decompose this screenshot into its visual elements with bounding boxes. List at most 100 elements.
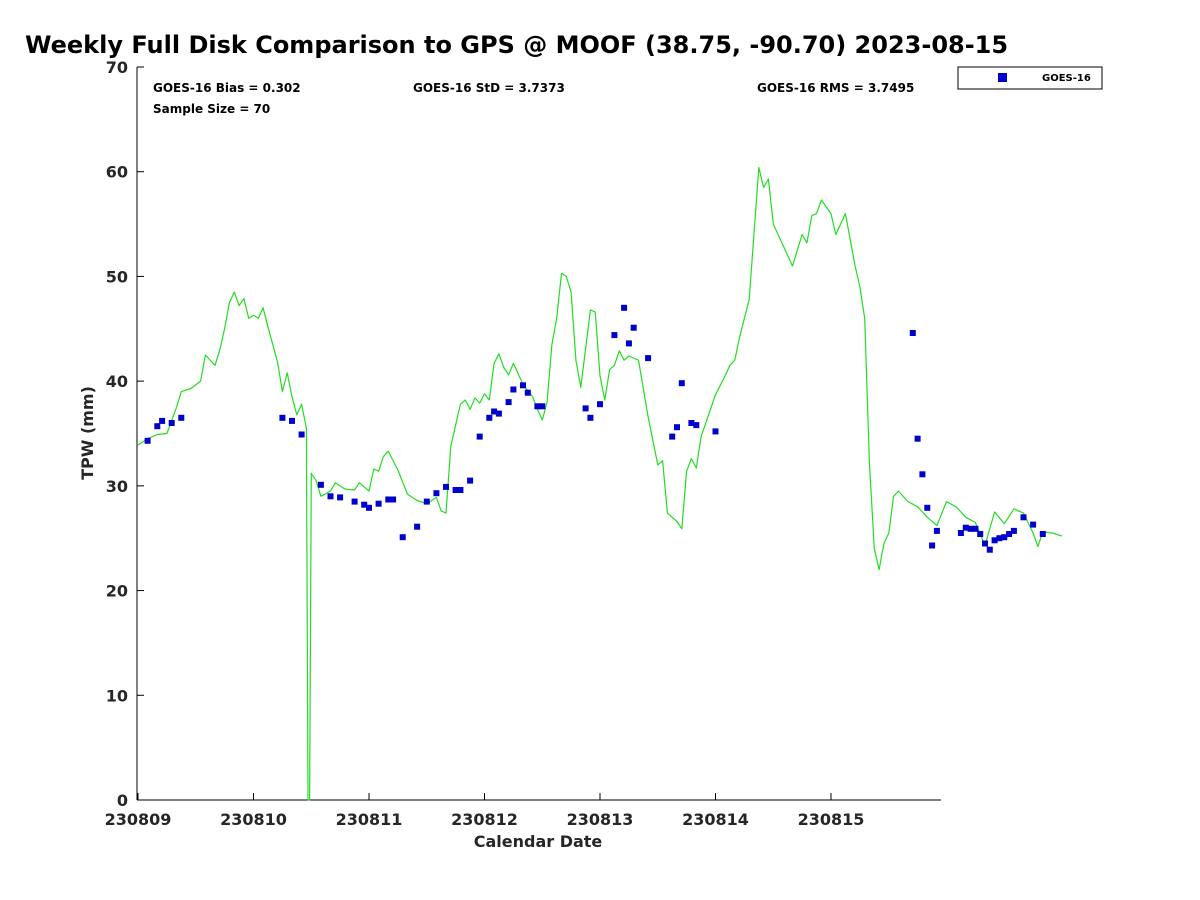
data-point: [423, 498, 430, 505]
data-point: [520, 382, 526, 389]
gps-series-line: [137, 166, 1063, 801]
data-point: [144, 437, 151, 444]
data-point: [385, 496, 392, 503]
data-point: [467, 477, 474, 484]
data-point: [399, 534, 406, 541]
x-axis: 230809 230810 230811 230812 230813 230814 2308…: [105, 793, 865, 829]
data-point: [977, 531, 984, 537]
x-tick-label: 230812: [451, 810, 518, 829]
data-point: [361, 501, 368, 508]
data-point: [914, 435, 921, 442]
data-point: [986, 546, 993, 553]
data-point: [351, 498, 358, 505]
data-point: [630, 324, 637, 331]
std-stat: GOES-16 StD = 3.7373: [413, 81, 565, 95]
data-point: [476, 433, 483, 440]
data-point: [178, 414, 185, 421]
legend-box: [957, 66, 1103, 90]
data-point: [996, 535, 1003, 542]
data-point: [524, 389, 531, 396]
y-axis-label: TPW (mm): [78, 386, 97, 480]
data-point: [967, 525, 974, 532]
sample-size-stat: Sample Size = 70: [153, 102, 270, 116]
data-point: [510, 386, 517, 393]
legend-goes-16-label: GOES-16: [1042, 73, 1091, 84]
data-point: [491, 408, 498, 415]
data-point: [298, 431, 305, 438]
data-point: [168, 420, 175, 426]
data-point: [611, 332, 618, 339]
data-point: [678, 380, 685, 387]
data-point: [982, 540, 988, 547]
data-point: [289, 417, 295, 424]
legend-goes-16-marker: [998, 73, 1007, 82]
data-point: [366, 504, 372, 511]
y-tick-label: 0: [117, 791, 128, 810]
data-point: [587, 414, 594, 421]
x-tick-label: 230810: [220, 810, 287, 829]
goes-16-series-points: [144, 304, 1046, 553]
y-tick-label: 70: [106, 58, 128, 77]
data-point: [909, 330, 916, 336]
data-point: [962, 524, 969, 531]
data-point: [621, 304, 628, 311]
legend: GOES-16: [957, 66, 1103, 90]
data-point: [457, 487, 464, 493]
data-point: [539, 403, 546, 410]
chart-title: Weekly Full Disk Comparison to GPS @ MOO…: [25, 31, 1009, 59]
data-point: [972, 525, 979, 532]
data-point: [390, 496, 397, 503]
data-point: [279, 414, 286, 421]
data-point: [1030, 521, 1037, 528]
gps-series-line-group: [137, 166, 1063, 801]
data-point: [924, 504, 931, 511]
y-tick-label: 10: [106, 686, 128, 705]
data-point: [452, 487, 459, 493]
data-point: [337, 494, 344, 501]
data-point: [534, 403, 541, 410]
data-point: [582, 405, 589, 412]
bias-stat: GOES-16 Bias = 0.302: [153, 81, 301, 95]
y-tick-label: 60: [106, 163, 128, 182]
data-point: [929, 542, 936, 549]
x-tick-label: 230814: [682, 810, 749, 829]
data-point: [1020, 514, 1027, 521]
data-point: [669, 433, 676, 440]
data-point: [919, 471, 926, 478]
data-point: [443, 483, 449, 490]
data-point: [991, 537, 998, 544]
data-point: [645, 355, 652, 362]
data-point: [495, 410, 502, 417]
data-point: [414, 523, 421, 530]
y-tick-label: 20: [106, 582, 128, 601]
y-tick-label: 40: [106, 372, 128, 391]
x-tick-label: 230815: [798, 810, 865, 829]
data-point: [688, 420, 695, 426]
data-point: [597, 401, 603, 408]
data-point: [712, 428, 719, 435]
data-point: [159, 417, 166, 424]
data-point: [957, 530, 964, 536]
data-point: [375, 500, 382, 507]
data-point: [505, 399, 512, 406]
data-point: [693, 422, 700, 429]
y-axis: 0 10 20 30 40 50 60 70: [106, 58, 144, 810]
data-point: [1001, 534, 1008, 541]
data-point: [327, 493, 334, 500]
data-point: [674, 424, 680, 431]
data-point: [317, 481, 324, 488]
rms-stat: GOES-16 RMS = 3.7495: [757, 81, 914, 95]
y-tick-label: 50: [106, 267, 128, 286]
plot-area: [136, 67, 941, 801]
data-point: [433, 490, 440, 497]
data-point: [625, 340, 632, 347]
data-point: [1010, 527, 1017, 534]
x-tick-label: 230811: [336, 810, 403, 829]
data-point: [154, 423, 161, 430]
data-point: [486, 414, 493, 421]
data-point: [933, 527, 940, 534]
data-point: [1039, 531, 1046, 537]
data-point: [1006, 531, 1013, 537]
x-tick-label: 230813: [567, 810, 634, 829]
